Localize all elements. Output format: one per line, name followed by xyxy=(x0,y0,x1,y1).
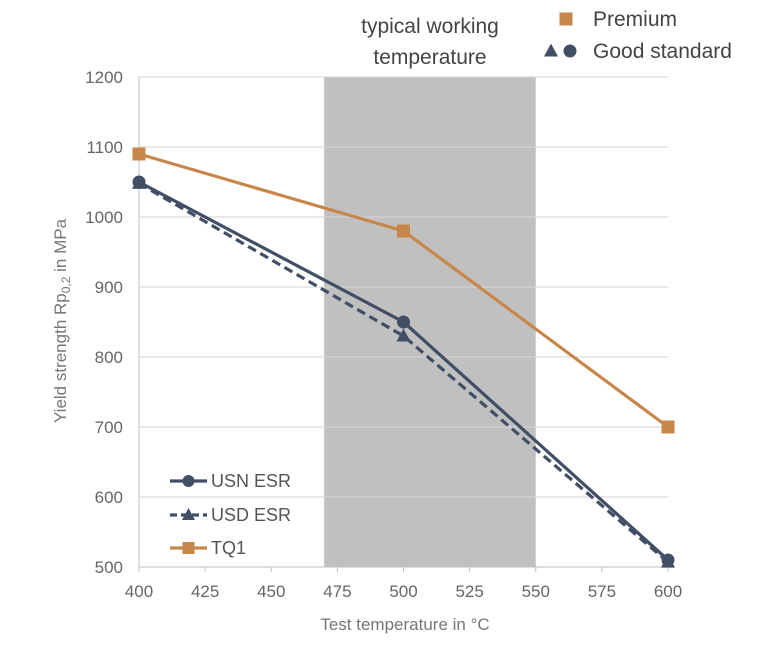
legend-label: USN ESR xyxy=(211,471,291,491)
x-tick-label: 600 xyxy=(654,582,682,601)
category-legend-marker xyxy=(563,44,577,58)
x-tick-label: 525 xyxy=(455,582,483,601)
band-rect xyxy=(324,77,536,567)
x-tick-label: 475 xyxy=(323,582,351,601)
y-axis-title-main: Yield strength Rp xyxy=(51,293,70,423)
y-tick-label: 800 xyxy=(95,348,123,367)
legend-swatch-marker xyxy=(182,475,195,487)
x-tick-label: 575 xyxy=(588,582,616,601)
data-point-usn-esr xyxy=(397,315,410,329)
data-point-tq1 xyxy=(397,224,410,238)
category-legend-marker xyxy=(559,12,573,26)
y-tick-label: 500 xyxy=(95,558,123,577)
data-point-usd-esr xyxy=(661,554,675,568)
x-tick-label: 500 xyxy=(389,582,417,601)
working-temperature-band xyxy=(324,77,536,567)
y-tick-label: 1200 xyxy=(85,68,123,87)
y-axis-title-tail: in MPa xyxy=(51,218,70,276)
y-tick-label: 600 xyxy=(95,488,123,507)
band-label-line1: typical working xyxy=(361,15,499,38)
gridlines xyxy=(139,76,668,568)
y-tick-label: 700 xyxy=(95,418,123,437)
category-legend: Premium Good standard xyxy=(544,8,732,63)
x-tick-label: 550 xyxy=(522,582,550,601)
y-axis-title-subscript: 0,2 xyxy=(59,276,73,293)
x-tick-label: 450 xyxy=(257,582,285,601)
legend-label: USD ESR xyxy=(211,505,291,525)
y-axis-title: Yield strength Rp0,2 in MPa xyxy=(51,218,73,423)
series-line-usd-esr xyxy=(138,182,670,564)
legend-swatch-marker xyxy=(182,542,195,554)
series-lines xyxy=(132,147,675,568)
category-legend-label: Good standard xyxy=(593,40,732,63)
x-tick-label: 400 xyxy=(125,582,153,601)
y-tick-label: 1000 xyxy=(85,208,123,227)
data-point-usd-esr xyxy=(396,328,411,342)
legend-swatch-marker xyxy=(182,508,195,520)
data-point-usd-esr xyxy=(132,175,146,189)
band-label-line2: temperature xyxy=(373,46,486,69)
category-legend-marker xyxy=(544,43,558,57)
series-legend: USN ESR USD ESR TQ1 xyxy=(170,471,291,558)
y-tick-label: 1100 xyxy=(86,138,123,157)
data-point-tq1 xyxy=(661,420,675,434)
data-point-tq1 xyxy=(132,147,146,161)
x-axis-title: Test temperature in °C xyxy=(320,615,489,634)
category-legend-label: Premium xyxy=(593,8,677,31)
axes: 500 600 700 800 900 1000 1100 1200 400 425 450 475 5… xyxy=(85,68,682,601)
y-tick-label: 900 xyxy=(95,278,123,297)
x-tick-label: 425 xyxy=(191,582,219,601)
legend-label: TQ1 xyxy=(211,538,246,558)
